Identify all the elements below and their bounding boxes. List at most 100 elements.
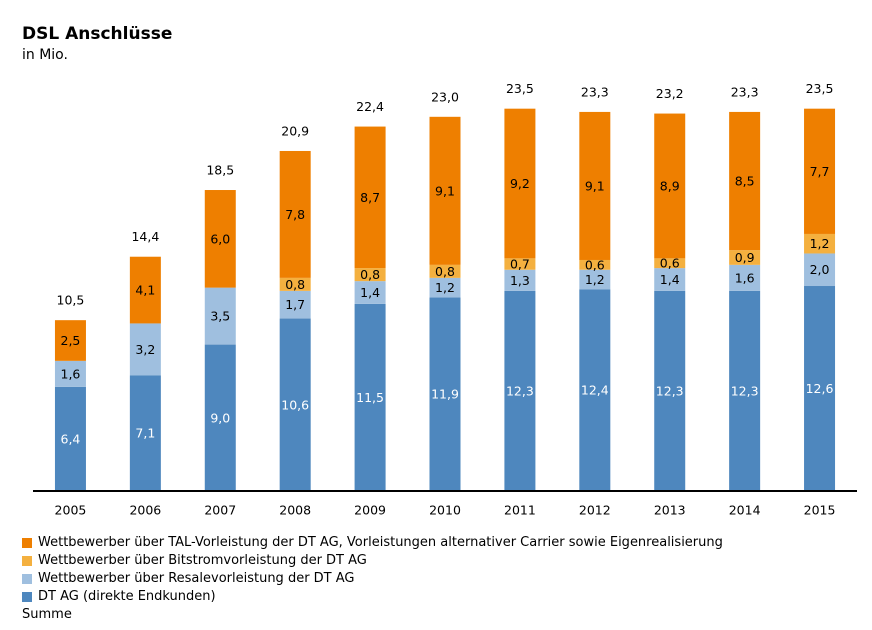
x-tick-label-2009: 2009 <box>354 503 386 518</box>
bar-segment-2006-s1 <box>129 323 161 376</box>
x-tick-label-2005: 2005 <box>55 503 87 518</box>
total-label-2011: 23,5 <box>506 81 534 96</box>
data-label-2011-s0: 12,3 <box>506 383 534 398</box>
legend-label-dtag: DT AG (direkte Endkunden) <box>38 589 216 604</box>
legend-label-tal: Wettbewerber über TAL-Vorleistung der DT… <box>38 535 723 550</box>
data-label-2011-s1: 1,3 <box>510 273 530 288</box>
total-label-2006: 14,4 <box>131 229 159 244</box>
legend-item-tal: Wettbewerber über TAL-Vorleistung der DT… <box>22 534 723 552</box>
data-label-2011-s2: 0,7 <box>510 257 530 272</box>
bar-segment-2011-s1 <box>504 269 536 291</box>
bar-segment-2010-s0 <box>429 297 461 491</box>
data-label-2010-s1: 1,2 <box>435 280 455 295</box>
data-label-2013-s3: 8,9 <box>660 178 680 193</box>
data-label-2008-s3: 7,8 <box>285 207 305 222</box>
data-label-2012-s3: 9,1 <box>585 178 605 193</box>
x-tick-label-2010: 2010 <box>429 503 461 518</box>
data-label-2012-s2: 0,6 <box>585 257 605 272</box>
data-label-2005-s0: 6,4 <box>61 431 81 446</box>
total-label-2009: 22,4 <box>356 99 384 114</box>
legend-item-bitstrom: Wettbewerber über Bitstromvorleistung de… <box>22 552 723 570</box>
bar-segment-2014-s1 <box>729 264 761 291</box>
total-label-2008: 20,9 <box>281 123 309 138</box>
bar-segment-2013-s1 <box>654 268 686 291</box>
bar-segment-2006-s0 <box>129 375 161 491</box>
bar-segment-2006-s3 <box>129 256 161 324</box>
legend-swatch-resale <box>22 574 32 584</box>
bar-segment-2012-s3 <box>579 111 611 260</box>
legend-item-dtag: DT AG (direkte Endkunden) <box>22 588 723 606</box>
data-label-2006-s3: 4,1 <box>135 283 155 298</box>
bar-segment-2008-s0 <box>279 318 311 491</box>
total-label-2007: 18,5 <box>206 163 234 178</box>
legend-swatch-bitstrom <box>22 556 32 566</box>
data-label-2009-s0: 11,5 <box>356 390 384 405</box>
legend-item-resale: Wettbewerber über Resalevorleistung der … <box>22 570 723 588</box>
bar-segment-2008-s1 <box>279 290 311 319</box>
bar-segment-2012-s0 <box>579 289 611 491</box>
data-label-2008-s0: 10,6 <box>281 397 309 412</box>
data-label-2012-s1: 1,2 <box>585 272 605 287</box>
data-label-2007-s3: 6,0 <box>210 231 230 246</box>
bar-segment-2013-s0 <box>654 290 686 491</box>
bar-segment-2011-s0 <box>504 290 536 491</box>
x-tick-label-2013: 2013 <box>654 503 686 518</box>
data-label-2008-s1: 1,7 <box>285 297 305 312</box>
chart-title: DSL Anschlüsse <box>22 24 173 44</box>
bar-segment-2005-s0 <box>54 386 86 491</box>
bar-segment-2009-s2 <box>354 268 386 282</box>
data-label-2007-s0: 9,0 <box>210 410 230 425</box>
bar-segment-2005-s1 <box>54 360 86 387</box>
data-label-2012-s0: 12,4 <box>581 383 609 398</box>
total-label-2010: 23,0 <box>431 89 459 104</box>
data-label-2015-s2: 1,2 <box>810 236 830 251</box>
data-label-2006-s1: 3,2 <box>135 342 155 357</box>
legend-swatch-tal <box>22 538 32 548</box>
total-label-2005: 10,5 <box>57 293 85 308</box>
data-label-2006-s0: 7,1 <box>135 426 155 441</box>
data-label-2013-s2: 0,6 <box>660 256 680 271</box>
total-label-2013: 23,2 <box>656 86 684 101</box>
bar-segment-2009-s0 <box>354 303 386 491</box>
bar-segment-2007-s3 <box>204 190 236 288</box>
data-label-2005-s1: 1,6 <box>61 366 81 381</box>
x-tick-label-2012: 2012 <box>579 503 611 518</box>
legend-swatch-dtag <box>22 592 32 602</box>
chart-legend: Wettbewerber über TAL-Vorleistung der DT… <box>22 534 723 624</box>
data-label-2014-s0: 12,3 <box>731 383 759 398</box>
data-label-2008-s2: 0,8 <box>285 277 305 292</box>
legend-item-summe: Summe <box>22 606 723 624</box>
bar-segment-2007-s1 <box>204 287 236 345</box>
bar-segment-2008-s2 <box>279 277 311 291</box>
bar-segment-2014-s0 <box>729 290 761 491</box>
data-label-2009-s1: 1,4 <box>360 285 380 300</box>
bar-segment-2010-s1 <box>429 277 461 298</box>
data-label-2009-s2: 0,8 <box>360 267 380 282</box>
total-label-2015: 23,5 <box>806 81 834 96</box>
bar-segment-2015-s1 <box>804 253 836 287</box>
data-label-2013-s1: 1,4 <box>660 272 680 287</box>
bar-segment-2008-s3 <box>279 150 311 278</box>
data-label-2015-s1: 2,0 <box>810 262 830 277</box>
x-tick-label-2006: 2006 <box>129 503 161 518</box>
bar-segment-2007-s0 <box>204 344 236 491</box>
legend-label-bitstrom: Wettbewerber über Bitstromvorleistung de… <box>38 553 367 568</box>
data-label-2010-s2: 0,8 <box>435 264 455 279</box>
legend-label-resale: Wettbewerber über Resalevorleistung der … <box>38 571 355 586</box>
bar-segment-2009-s1 <box>354 281 386 304</box>
bar-segment-2015-s2 <box>804 233 836 254</box>
bar-segment-2014-s2 <box>729 250 761 265</box>
data-label-2014-s1: 1,6 <box>735 270 755 285</box>
legend-label-summe: Summe <box>22 607 72 622</box>
bar-segment-2010-s3 <box>429 116 461 265</box>
bar-segment-2015-s3 <box>804 108 836 234</box>
total-label-2014: 23,3 <box>731 84 759 99</box>
data-label-2014-s2: 0,9 <box>735 250 755 265</box>
bar-segment-2005-s3 <box>54 320 86 361</box>
data-label-2015-s0: 12,6 <box>806 381 834 396</box>
chart-subtitle: in Mio. <box>22 47 68 63</box>
data-label-2009-s3: 8,7 <box>360 190 380 205</box>
data-label-2013-s0: 12,3 <box>656 383 684 398</box>
data-label-2014-s3: 8,5 <box>735 174 755 189</box>
x-tick-label-2014: 2014 <box>729 503 761 518</box>
